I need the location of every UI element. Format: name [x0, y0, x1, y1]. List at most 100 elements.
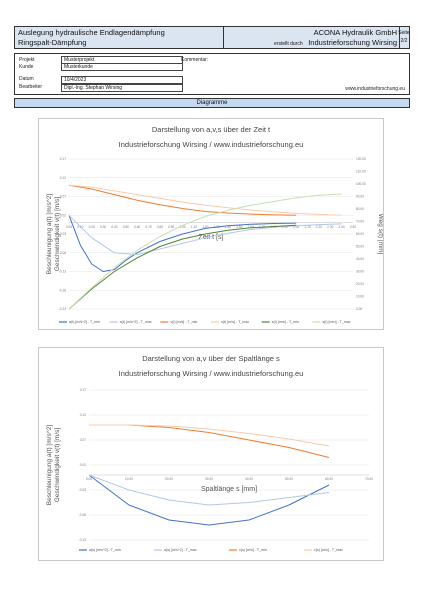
- y-left-tick-label: 0.12: [80, 413, 86, 417]
- y-right-tick-label: 30.00: [356, 270, 364, 274]
- legend-label: a(t) [m/s^2] - T_min: [69, 320, 100, 324]
- y-right-tick-label: 40.00: [356, 257, 364, 261]
- y-right-tick-label: 110.00: [356, 170, 366, 174]
- series-line-3: [68, 184, 342, 216]
- y-right-tick-label: 50.00: [356, 245, 364, 249]
- chart-time-box: Darstellung von a,v,s über der Zeit t In…: [38, 118, 384, 330]
- header-title-line2: Ringspalt-Dämpfung: [18, 38, 87, 47]
- x-tick-label: 20.00: [165, 477, 173, 481]
- series-line-3: [89, 424, 330, 447]
- y-right-tick-label: 60.00: [356, 232, 364, 236]
- bearbeiter-label: Bearbeiter: [19, 84, 43, 90]
- x-tick-label: 0.40: [111, 225, 117, 229]
- header-company-block: ACONA Hydraulik GmbH erstellt durch Indu…: [224, 27, 400, 48]
- y-right-tick-label: 100.00: [356, 182, 366, 186]
- header-page-block: Seite 2/2: [398, 27, 410, 48]
- series-line-2: [68, 184, 297, 216]
- bearbeiter-value: Dipl.-Ing. Stephan Wirsing: [61, 84, 183, 92]
- series-line-4: [68, 224, 297, 310]
- y-left-tick-label: 0.02: [80, 463, 86, 467]
- datum-value: 10/4/2023: [61, 76, 183, 84]
- chart1-subtitle: Industrieforschung Wirsing / www.industr…: [118, 140, 304, 149]
- x-tick-label: 40.00: [245, 477, 253, 481]
- kommentar-label: Kommentar:: [181, 57, 209, 63]
- y-axis-label-distance: Weg s(t) [mm]: [377, 214, 383, 255]
- y-left-tick-label: -0.18: [59, 288, 66, 292]
- x-axis-label: Zeit t [s]: [199, 234, 224, 241]
- x-tick-label: 2.20: [316, 225, 322, 229]
- x-tick-label: 2.10: [304, 225, 310, 229]
- x-tick-label: 50.00: [285, 477, 293, 481]
- y-left-tick-label: -0.08: [59, 251, 66, 255]
- x-tick-label: 0.70: [145, 225, 151, 229]
- x-tick-label: 2.50: [350, 225, 356, 229]
- x-tick-label: 70.00: [365, 477, 373, 481]
- kunde-label: Kunde: [19, 64, 34, 70]
- x-tick-label: 1.00: [179, 225, 185, 229]
- kunde-value: Musterkunde: [61, 63, 183, 71]
- chart-gap-box: Darstellung von a,v über der Spaltlänge …: [38, 347, 384, 561]
- y-axis-label-velocity: Geschwindigkeit v(t) [m/s]: [54, 428, 61, 503]
- x-tick-label: 1.60: [248, 225, 254, 229]
- y-right-tick-label: 20.00: [356, 282, 364, 286]
- document-header: Auslegung hydraulische Endlagendämpfung …: [14, 26, 410, 49]
- x-tick-label: 1.40: [225, 225, 231, 229]
- x-tick-label: 2.40: [339, 225, 345, 229]
- x-tick-label: 0.60: [134, 225, 140, 229]
- x-tick-label: 1.10: [191, 225, 197, 229]
- x-tick-label: 10.00: [125, 477, 133, 481]
- header-title-line1: Auslegung hydraulische Endlagendämpfung: [18, 28, 165, 37]
- datum-label: Datum: [19, 76, 34, 82]
- y-right-tick-label: 10.00: [356, 295, 364, 299]
- chart1-svg: 0.17 0.12 0.07 0.02 -0.03 -0.08 -0.13 -0.18 -0.2…: [46, 157, 383, 324]
- chart2-svg: 0.17 0.12 0.07 0.02 -0.03 -0.08 -0.13 0.00 10.00…: [46, 388, 373, 552]
- y-left-tick-label: 0.17: [80, 388, 86, 392]
- project-info-block: Projekt Musterprojekt Kunde Musterkunde …: [14, 53, 410, 95]
- header-page-value: 2/2: [400, 38, 408, 44]
- y-axis-label-accel: Beschleunigung a(t) [m/s^2]: [46, 194, 53, 275]
- legend-label: s(t) [mm] - T_min: [272, 320, 299, 324]
- header-company: ACONA Hydraulik GmbH: [313, 28, 397, 37]
- legend-label: v(t) [m/s] - T_min: [170, 320, 197, 324]
- series-line-0: [68, 215, 297, 272]
- x-tick-label: 0.00: [66, 225, 72, 229]
- y-left-tick-label: 0.12: [60, 176, 66, 180]
- y-axis-label-velocity: Geschwindigkeit v(t) [m/s]: [54, 197, 61, 272]
- y-left-tick-label: -0.23: [59, 307, 66, 311]
- y-right-tick-label: 0.00: [356, 307, 362, 311]
- legend-label: v(s) [m/s] - T_max: [314, 548, 343, 552]
- series-line-2: [89, 424, 330, 458]
- x-tick-label: 30.00: [205, 477, 213, 481]
- x-tick-label: 0.80: [157, 225, 163, 229]
- y-axis-label-accel: Beschleunigung a(t) [m/s^2]: [46, 425, 53, 506]
- x-tick-label: 0.50: [123, 225, 129, 229]
- y-left-tick-label: 0.07: [60, 195, 66, 199]
- header-created-by-label: erstellt durch: [274, 41, 303, 47]
- y-left-tick-label: 0.07: [80, 438, 86, 442]
- x-tick-label: 2.30: [327, 225, 333, 229]
- y-right-tick-label: 120.00: [356, 157, 366, 161]
- y-left-tick-label: -0.08: [79, 513, 86, 517]
- header-page-label: Seite: [398, 30, 410, 36]
- x-tick-label: 1.20: [202, 225, 208, 229]
- y-left-tick-label: -0.03: [59, 232, 66, 236]
- x-tick-label: 0.30: [100, 225, 106, 229]
- x-tick-label: 0.00: [86, 477, 92, 481]
- legend-label: a(s) [m/s^2] - T_max: [164, 548, 197, 552]
- y-right-tick-label: 70.00: [356, 220, 364, 224]
- x-tick-label: 1.50: [236, 225, 242, 229]
- series-line-1: [88, 474, 330, 506]
- website-text: www.industrieforschung.eu: [345, 86, 405, 92]
- x-tick-label: 60.00: [325, 477, 333, 481]
- header-title-block: Auslegung hydraulische Endlagendämpfung …: [15, 27, 224, 48]
- legend-label: a(t) [m/s^2] - T_max: [120, 320, 152, 324]
- legend-label: v(s) [m/s] - T_min: [239, 548, 267, 552]
- y-right-tick-label: 90.00: [356, 195, 364, 199]
- y-left-tick-label: -0.03: [79, 488, 86, 492]
- chart2-subtitle: Industrieforschung Wirsing / www.industr…: [118, 369, 304, 378]
- y-left-tick-label: 0.02: [60, 213, 66, 217]
- y-left-tick-label: -0.13: [59, 270, 66, 274]
- header-created-by: Industrieforschung Wirsing: [308, 38, 397, 47]
- legend-label: s(t) [mm] - T_max: [322, 320, 350, 324]
- chart1-title: Darstellung von a,v,s über der Zeit t: [151, 125, 271, 134]
